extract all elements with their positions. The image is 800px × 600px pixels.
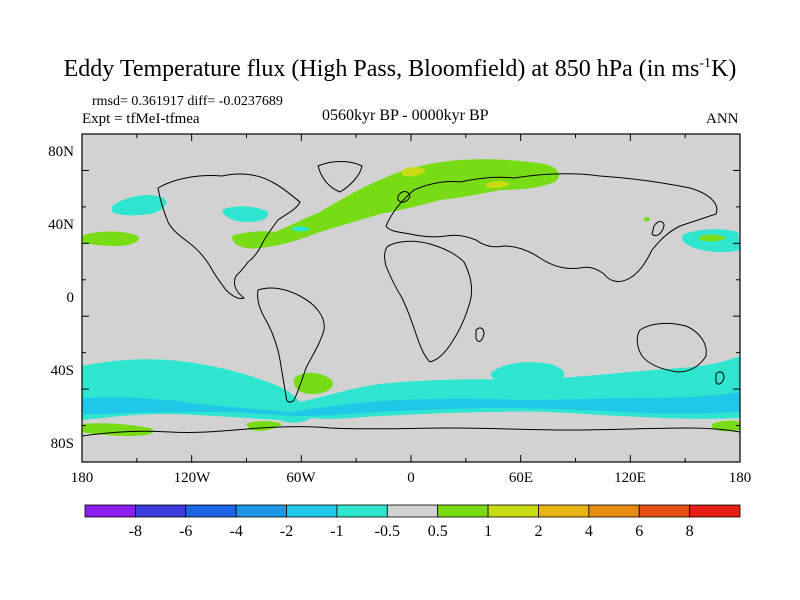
north-atlantic-green (232, 159, 559, 249)
colorbar-label: -2 (280, 523, 293, 540)
north-pacific-green (82, 231, 139, 246)
eurasia-coast (385, 173, 718, 282)
africa-coast (384, 240, 473, 363)
colorbar-swatch (336, 504, 388, 518)
barents-yellow (486, 181, 510, 188)
tick-marks (81, 133, 741, 463)
japan-green (644, 216, 650, 222)
colorbar-labels: -8 -6 -4 -2 -1 -0.5 0.5 1 2 4 6 8 (129, 523, 694, 540)
lon-label: 120E (614, 470, 646, 486)
lon-label: 180 (71, 470, 94, 486)
latitude-labels: 80N 40N 0 40S 80S (48, 144, 74, 452)
british-isles-coast (397, 191, 411, 203)
lat-label: 0 (67, 290, 75, 306)
plot-title-exponent: -1 (699, 56, 712, 71)
labrador-patch (222, 206, 269, 222)
colorbar-swatch (235, 504, 287, 518)
argentina-green (293, 372, 333, 394)
lon-label: 180 (729, 470, 752, 486)
colorbar (84, 504, 741, 518)
lat-label: 40N (48, 217, 74, 233)
coastlines (82, 161, 740, 437)
colorbar-label: -1 (330, 523, 343, 540)
new-zealand-coast (715, 371, 725, 385)
lat-label: 80N (48, 144, 74, 160)
colorbar-swatch (538, 504, 590, 518)
lon-label: 60W (286, 470, 316, 486)
stats-label: rmsd= 0.361917 diff= -0.0237689 (92, 94, 283, 109)
lat-label: 80S (51, 436, 74, 452)
west-pacific-green (700, 234, 726, 242)
colorbar-swatch (386, 504, 439, 518)
colorbar-label: 4 (585, 523, 593, 540)
norwegian-sea-yellow (402, 167, 426, 177)
lon-label: 60E (509, 470, 533, 486)
lon-label: 0 (407, 470, 415, 486)
colorbar-swatch (185, 504, 237, 518)
colorbar-swatch (437, 504, 489, 518)
colorbar-label: 8 (686, 523, 694, 540)
greenland-coast (317, 161, 363, 193)
colorbar-label: -6 (179, 523, 192, 540)
plot-title-text: Eddy Temperature flux (High Pass, Bloomf… (63, 56, 700, 82)
colorbar-swatch (286, 504, 338, 518)
madagascar-coast (475, 327, 485, 342)
colorbar-label: 6 (635, 523, 643, 540)
colorbar-label: 0.5 (428, 523, 448, 540)
colorbar-label: -4 (229, 523, 242, 540)
colorbar-swatch (638, 504, 691, 518)
longitude-labels: 180 120W 60W 0 60E 120E 180 (71, 470, 752, 486)
colorbar-swatch (689, 504, 741, 518)
season-label: ANN (706, 111, 739, 127)
plot-title-tail: K) (711, 56, 737, 82)
colorbar-swatch (487, 504, 539, 518)
south-america-coast (257, 287, 325, 403)
lat-label: 40S (51, 363, 74, 379)
anomaly-fields (82, 159, 740, 437)
experiment-label: Expt = tfMeI-tfmea (82, 111, 200, 127)
north-america-coast (157, 173, 301, 299)
lon-label: 120W (174, 470, 212, 486)
antarctica-coast (82, 426, 740, 437)
period-label: 0560kyr BP - 0000kyr BP (322, 107, 489, 124)
north-pacific-patch (112, 195, 167, 216)
colorbar-label: -0.5 (375, 523, 400, 540)
colorbar-swatch (84, 504, 136, 518)
southern-ocean-core (82, 392, 740, 416)
australia-coast (636, 322, 707, 373)
plot-title: Eddy Temperature flux (High Pass, Bloomf… (0, 56, 800, 83)
atlantic-cyan (292, 226, 310, 232)
japan-coast (651, 221, 665, 237)
colorbar-label: 1 (484, 523, 492, 540)
colorbar-swatch (588, 504, 640, 518)
colorbar-swatch (134, 504, 187, 518)
indian-ocean-patch (490, 362, 565, 384)
ross-sea-green (82, 423, 154, 436)
colorbar-label: -8 (129, 523, 142, 540)
colorbar-label: 2 (534, 523, 542, 540)
